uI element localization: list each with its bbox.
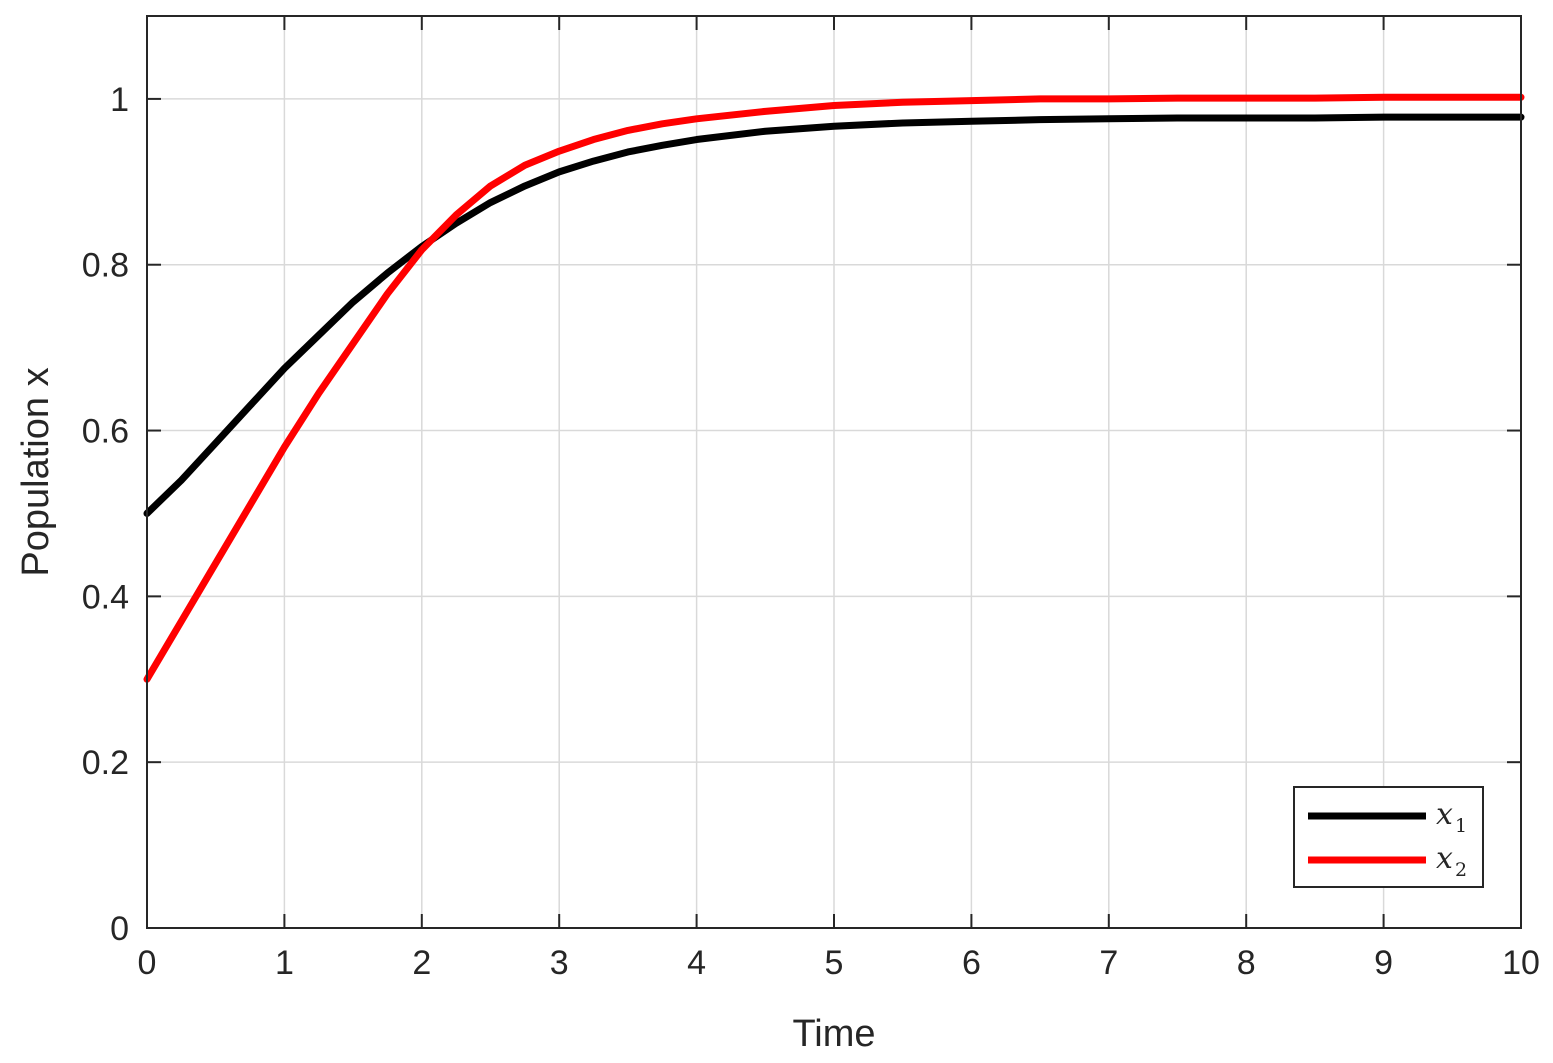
x-tick-labels: 0 1 2 3 4 5 6 7 8 9 10 <box>138 944 1540 982</box>
legend-box <box>1293 786 1484 888</box>
x-tick-label: 8 <box>1237 944 1256 982</box>
y-tick-label: 0.6 <box>82 413 129 451</box>
x-tick-label: 6 <box>962 944 981 982</box>
x-tick-label: 4 <box>687 944 706 982</box>
y-tick-label: 0.8 <box>82 247 129 285</box>
x-axis-label: Time <box>792 1013 875 1055</box>
x-tick-label: 2 <box>412 944 431 982</box>
x-tick-label: 5 <box>825 944 844 982</box>
y-tick-label: 1 <box>110 81 129 119</box>
series-line-2 <box>143 93 1525 683</box>
legend: x 1x 2 <box>1293 786 1484 888</box>
x-tick-label: 1 <box>275 944 294 982</box>
x-tick-label: 9 <box>1374 944 1393 982</box>
y-tick-labels: 0 0.2 0.4 0.6 0.8 1 <box>82 81 129 948</box>
y-tick-label: 0 <box>110 910 129 948</box>
y-axis-label: Population x <box>15 367 57 576</box>
plot-frame <box>146 15 1522 929</box>
x-tick-label: 7 <box>1099 944 1118 982</box>
y-tick-label: 0.4 <box>82 578 129 616</box>
series-line-1 <box>143 113 1525 517</box>
legend-subscript-1: 1 <box>1455 815 1467 837</box>
x-tick-label: 0 <box>138 944 157 982</box>
legend-label-1: x <box>1436 797 1453 832</box>
x-tick-label: 3 <box>550 944 569 982</box>
x-tick-label: 10 <box>1502 944 1540 982</box>
legend-label-2: x <box>1436 841 1453 876</box>
y-tick-label: 0.2 <box>82 744 129 782</box>
legend-subscript-2: 2 <box>1455 859 1467 881</box>
series-lines <box>143 93 1525 683</box>
